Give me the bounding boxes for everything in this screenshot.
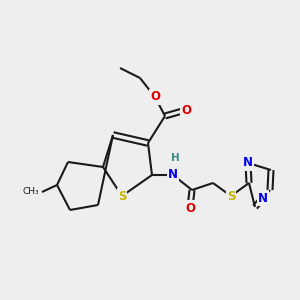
Text: S: S (227, 190, 235, 202)
Text: N: N (168, 169, 178, 182)
Text: S: S (118, 190, 126, 202)
Text: H: H (171, 153, 179, 163)
Text: N: N (243, 157, 253, 169)
Text: CH₃: CH₃ (22, 188, 39, 196)
Text: O: O (181, 103, 191, 116)
Text: O: O (185, 202, 195, 214)
Text: O: O (150, 91, 160, 103)
Text: N: N (258, 191, 268, 205)
